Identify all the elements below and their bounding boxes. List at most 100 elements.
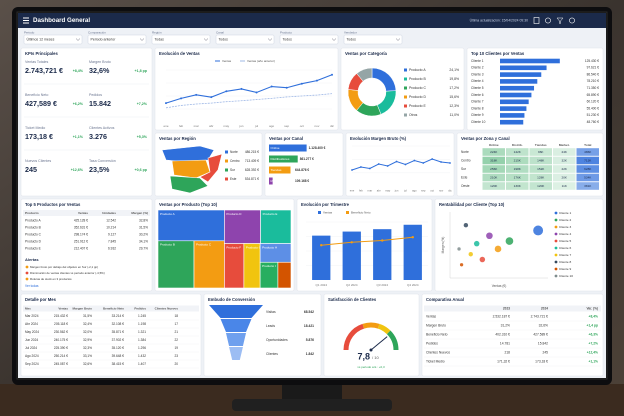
stage-value: 68.542 [304,310,314,314]
benefit-point [411,236,414,239]
column-header: Market. [559,143,570,147]
row-label: Pedidos [426,341,438,345]
cell-label: 130K [514,184,522,188]
cell-label: 176K [514,175,522,179]
cell-label: 32K [561,158,567,162]
column-header: 2024 [541,306,548,310]
row-label: Oeste [461,184,470,188]
refresh-icon[interactable] [545,17,551,24]
settings-icon[interactable] [569,17,575,24]
x-tick-label: oct [300,124,304,128]
stage-label: Leads [266,324,275,328]
margin-point [351,169,353,171]
heat-cell [576,173,599,182]
cell-label: 142K [514,150,522,154]
value-label: 1.128.400 € [309,146,326,150]
table-cell: 32,3% [83,346,92,350]
x-tick-label: feb [179,124,184,128]
bar [269,155,298,163]
value-label: 71.350 € [587,86,600,90]
legend-swatch [554,218,558,222]
table-cell: 32,6% [539,323,548,327]
bar-label: Cliente 4 [471,79,484,83]
menu-icon[interactable] [23,17,29,24]
bar [500,79,538,84]
margin-point [386,165,389,167]
filter-dropdown[interactable] [215,34,275,45]
stage-label: Oportunidades [266,338,288,342]
table-cell: Producto D [25,239,42,243]
column-header: Var. (%) [586,306,598,310]
trend-point [285,86,288,89]
treemap-cell [277,261,292,289]
x-tick-label: jun [394,189,399,193]
x-axis-label: Ventas (€) [492,284,507,288]
table-cell: 245.087 € [54,362,68,366]
filter-dropdown[interactable] [279,34,339,45]
row-label: Sur [461,167,467,171]
funnel-stage [220,319,252,332]
treemap-cell [193,240,225,289]
panel-title: KPIs Principales [25,51,58,56]
bubble [533,225,544,236]
benefit-line [321,236,413,246]
gauge-note: vs periodo ant.: +0,3 [357,365,385,369]
filter-dropdown[interactable] [151,34,211,45]
filter-icon[interactable] [556,17,564,24]
table-cell: 38.415 € [112,362,125,366]
panel-title: Comparativa Anual [426,297,464,302]
value-label: 644.876 € [295,168,309,172]
table-cell: 30,2% [139,232,148,236]
heat-cell [529,182,552,190]
legend-label: Beneficio Neto [351,210,371,214]
trend-point [315,79,318,82]
legend-label: Cliente 8 [559,260,571,264]
bubble [468,252,473,257]
export-icon[interactable] [533,17,540,24]
x-tick-label: oct [430,189,434,193]
table-cell: 35.871 € [112,330,125,334]
heat-cell [576,156,599,165]
legend-label: Centro [230,159,240,163]
value-label: 51.230 € [587,113,600,117]
margin-line [351,158,451,171]
cell-label: 318K [490,158,498,162]
treemap-label: Producto B [160,243,175,247]
x-tick-label: mar [194,124,199,128]
bubble [459,263,464,267]
bar-label: Cliente 6 [471,93,484,97]
alert-icon [25,271,29,275]
channel-panel [264,132,344,197]
dropdown-caret [331,38,337,41]
annual-panel [421,293,604,377]
table-cell: +1,1% [589,359,599,363]
x-tick-label: Q2 2024 [346,283,358,287]
trend-point [225,90,228,93]
filter-dropdown[interactable] [87,34,147,45]
row-label: Norte [461,150,469,154]
trend-point [300,82,303,85]
legend-label: Sur [230,168,236,172]
column-header: Distrib. [512,143,523,147]
legend-swatch [346,211,349,214]
table-cell: 215.432 € [54,314,68,318]
legend-swatch [554,253,558,257]
legend-swatch [404,86,407,90]
value-label: 60.120 € [587,100,600,104]
legend-swatch [225,150,228,154]
legend-label: Producto B [409,77,427,81]
filter-dropdown[interactable] [343,34,403,45]
value-label: 24,1% [449,68,459,72]
table-cell: 22 [174,338,178,342]
alerts-link[interactable]: Ver todas [25,284,39,288]
table-cell: 1.407 [138,362,146,366]
bar [269,177,273,185]
value-label: 19,8% [449,77,459,81]
filter-dropdown[interactable] [23,34,83,45]
map-region [169,175,209,194]
table-cell: Abr 2024 [25,322,38,326]
bar-label: Cliente 1 [471,59,484,63]
row-label: Clientes Nuevos [426,350,450,354]
column-header: 2023 [503,306,510,310]
bubble [479,256,486,263]
